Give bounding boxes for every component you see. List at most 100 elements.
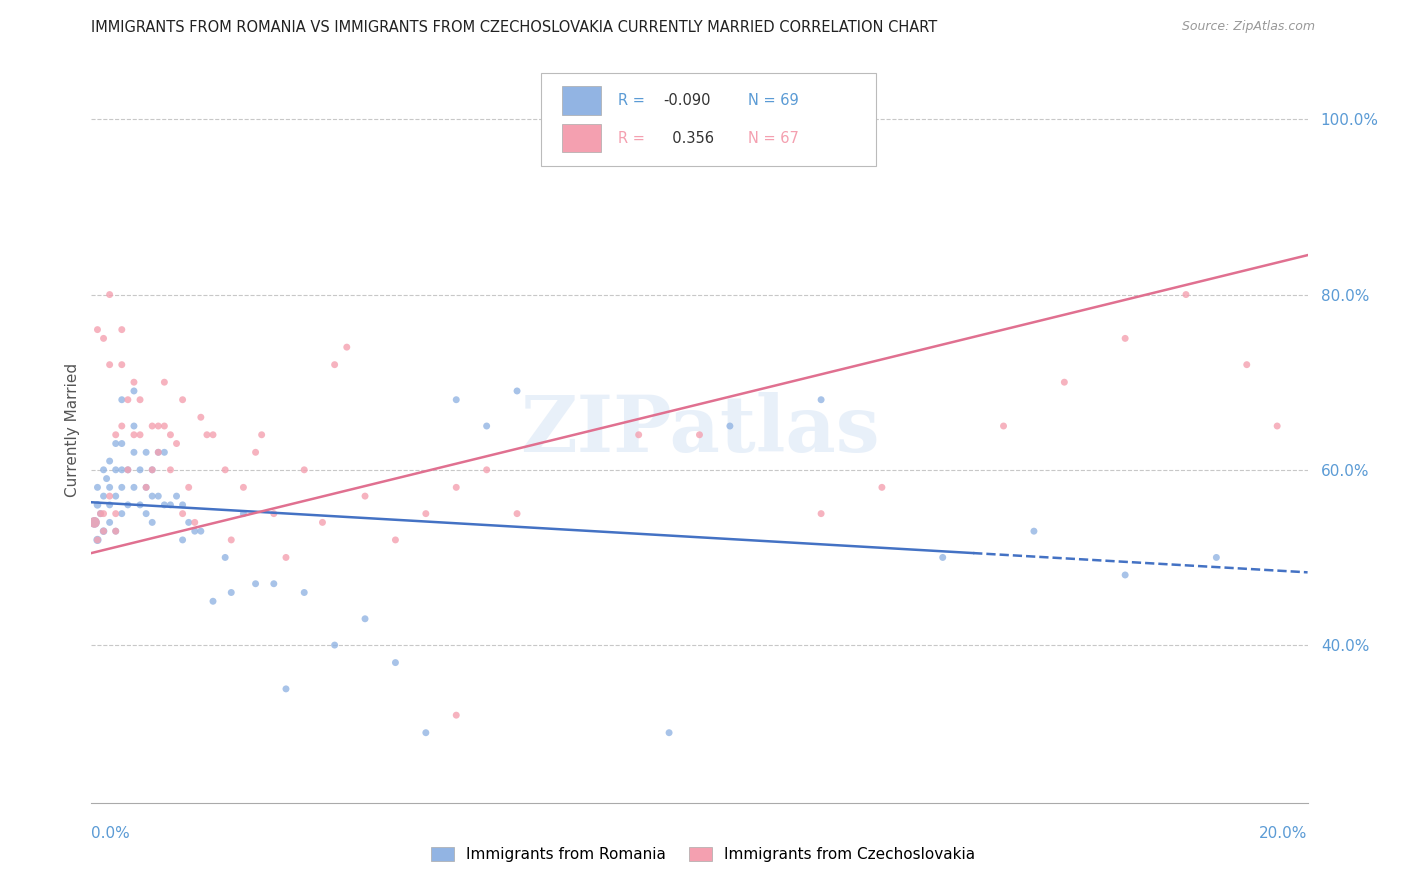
Point	[104, 489, 127, 503]
Point	[111, 463, 134, 477]
Point	[86, 533, 108, 547]
Point	[1265, 419, 1288, 434]
Point	[111, 358, 134, 372]
Point	[195, 427, 218, 442]
Point	[129, 427, 152, 442]
Point	[93, 331, 115, 345]
Point	[129, 463, 152, 477]
Point	[177, 516, 200, 530]
Point	[274, 681, 297, 696]
Point	[122, 445, 145, 459]
Point	[245, 576, 267, 591]
Point	[98, 498, 121, 512]
Point	[141, 463, 163, 477]
Point	[172, 392, 194, 407]
Point	[98, 454, 121, 468]
Point	[1174, 287, 1197, 301]
Point	[658, 725, 681, 739]
Point	[89, 507, 111, 521]
Point	[475, 419, 498, 434]
Point	[993, 419, 1015, 434]
Point	[506, 507, 529, 521]
Point	[98, 358, 121, 372]
Point	[98, 480, 121, 494]
Point	[232, 480, 254, 494]
Point	[104, 463, 127, 477]
Point	[122, 480, 145, 494]
Point	[1236, 358, 1258, 372]
Point	[415, 725, 437, 739]
Point	[250, 427, 273, 442]
Point	[166, 489, 188, 503]
FancyBboxPatch shape	[562, 87, 600, 115]
Point	[141, 419, 163, 434]
Point	[444, 708, 467, 723]
Point	[117, 392, 139, 407]
Point	[93, 489, 115, 503]
Point	[135, 445, 157, 459]
Point	[104, 436, 127, 450]
Point	[83, 516, 105, 530]
Point	[263, 507, 285, 521]
Point	[292, 585, 315, 599]
Point	[190, 410, 212, 425]
Text: IMMIGRANTS FROM ROMANIA VS IMMIGRANTS FROM CZECHOSLOVAKIA CURRENTLY MARRIED CORR: IMMIGRANTS FROM ROMANIA VS IMMIGRANTS FR…	[91, 20, 938, 35]
Point	[444, 480, 467, 494]
Point	[86, 498, 108, 512]
Point	[177, 480, 200, 494]
Point	[98, 489, 121, 503]
Point	[89, 507, 111, 521]
Text: N = 67: N = 67	[748, 131, 799, 145]
Y-axis label: Currently Married: Currently Married	[65, 363, 80, 498]
Point	[129, 498, 152, 512]
Point	[104, 427, 127, 442]
Point	[153, 498, 176, 512]
Point	[475, 463, 498, 477]
FancyBboxPatch shape	[562, 124, 600, 153]
Point	[86, 480, 108, 494]
Point	[810, 392, 832, 407]
Point	[93, 524, 115, 538]
Point	[104, 524, 127, 538]
Point	[184, 524, 207, 538]
Point	[202, 594, 225, 608]
Point	[214, 550, 236, 565]
Point	[141, 489, 163, 503]
Point	[111, 436, 134, 450]
Point	[172, 507, 194, 521]
Point	[384, 656, 406, 670]
Point	[104, 524, 127, 538]
Point	[292, 463, 315, 477]
Point	[96, 472, 118, 486]
Point	[202, 427, 225, 442]
Point	[86, 533, 108, 547]
Point	[117, 463, 139, 477]
Point	[153, 375, 176, 389]
Point	[1114, 331, 1136, 345]
Point	[86, 323, 108, 337]
Point	[384, 533, 406, 547]
Point	[311, 516, 333, 530]
Point	[135, 480, 157, 494]
Point	[870, 480, 893, 494]
Point	[111, 323, 134, 337]
Point	[506, 384, 529, 398]
Point	[627, 427, 650, 442]
Point	[135, 480, 157, 494]
Point	[323, 358, 346, 372]
Point	[323, 638, 346, 652]
Point	[810, 507, 832, 521]
Point	[172, 498, 194, 512]
Point	[141, 516, 163, 530]
Point	[354, 489, 377, 503]
FancyBboxPatch shape	[541, 73, 876, 166]
Text: 20.0%: 20.0%	[1260, 827, 1308, 841]
Point	[166, 436, 188, 450]
Point	[111, 480, 134, 494]
Point	[245, 445, 267, 459]
Point	[93, 507, 115, 521]
Text: Source: ZipAtlas.com: Source: ZipAtlas.com	[1181, 20, 1315, 33]
Point	[148, 489, 170, 503]
Point	[111, 392, 134, 407]
Point	[122, 427, 145, 442]
